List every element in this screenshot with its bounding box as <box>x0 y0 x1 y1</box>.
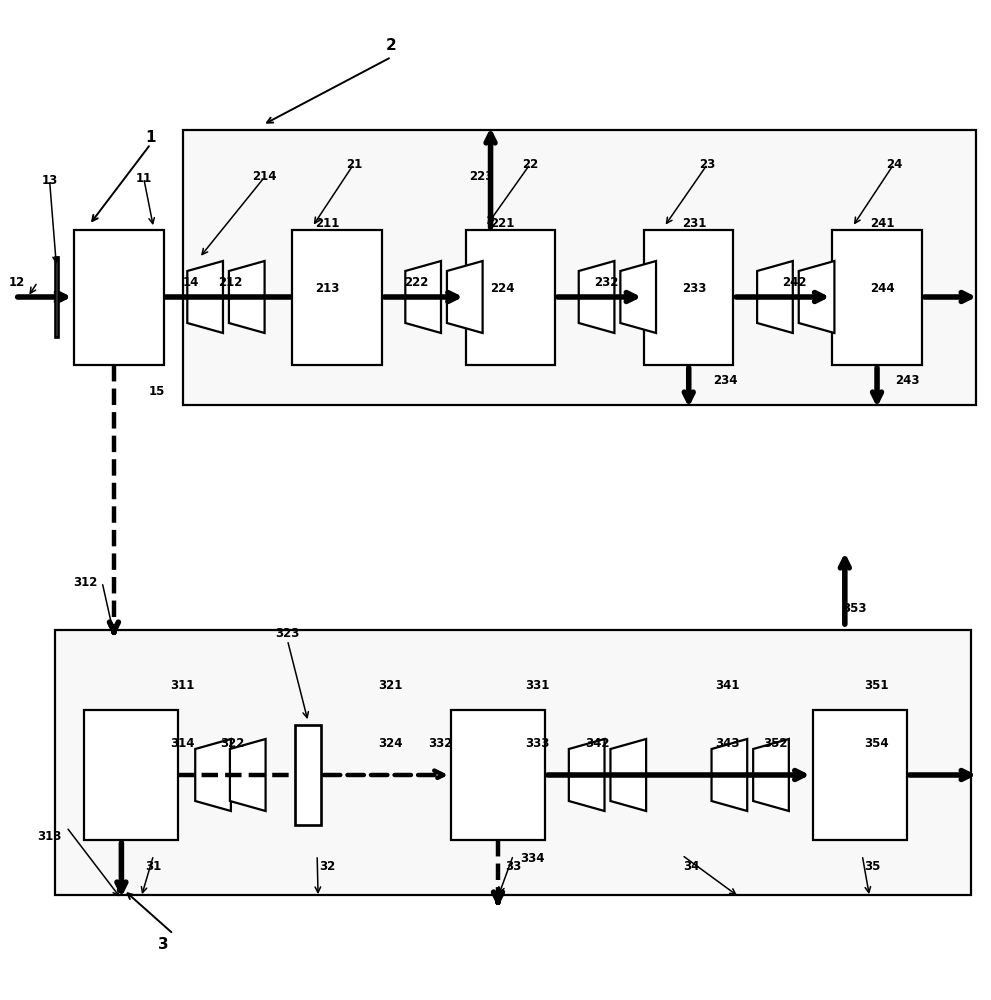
Text: 33: 33 <box>505 860 521 873</box>
Text: 221: 221 <box>491 217 515 230</box>
Polygon shape <box>405 261 441 333</box>
Polygon shape <box>187 261 223 333</box>
Bar <box>832 230 922 365</box>
Text: 234: 234 <box>714 373 738 386</box>
Text: 322: 322 <box>220 737 245 750</box>
Bar <box>55 257 58 337</box>
Bar <box>84 710 178 840</box>
Text: 14: 14 <box>182 275 199 288</box>
Bar <box>466 230 555 365</box>
Bar <box>644 230 733 365</box>
Text: 24: 24 <box>886 157 902 170</box>
Text: 212: 212 <box>218 275 242 288</box>
Text: 13: 13 <box>42 174 57 186</box>
Text: 22: 22 <box>522 157 538 170</box>
Text: 23: 23 <box>700 157 716 170</box>
Text: 313: 313 <box>37 830 61 843</box>
Text: 324: 324 <box>379 737 403 750</box>
Polygon shape <box>447 261 483 333</box>
Bar <box>295 725 321 825</box>
Text: 333: 333 <box>525 737 550 750</box>
Text: 243: 243 <box>895 373 920 386</box>
Text: 31: 31 <box>146 860 162 873</box>
Text: 211: 211 <box>315 217 340 230</box>
Polygon shape <box>620 261 656 333</box>
Text: 32: 32 <box>319 860 335 873</box>
Text: 341: 341 <box>716 679 740 692</box>
Text: 241: 241 <box>870 217 895 230</box>
Polygon shape <box>712 739 747 811</box>
Bar <box>55 630 971 895</box>
Text: 342: 342 <box>585 737 609 750</box>
Bar <box>813 710 907 840</box>
Text: 3: 3 <box>159 937 168 952</box>
Text: 232: 232 <box>595 275 618 288</box>
Bar <box>292 230 382 365</box>
Text: 323: 323 <box>275 627 299 640</box>
Text: 222: 222 <box>404 275 428 288</box>
Text: 233: 233 <box>682 282 707 295</box>
Text: 343: 343 <box>716 737 740 750</box>
Text: 231: 231 <box>682 217 707 230</box>
Polygon shape <box>757 261 793 333</box>
Text: 331: 331 <box>525 679 550 692</box>
Text: 244: 244 <box>870 282 895 295</box>
Bar <box>451 710 545 840</box>
Text: 311: 311 <box>170 679 195 692</box>
Text: 332: 332 <box>428 737 453 750</box>
Text: 21: 21 <box>346 157 362 170</box>
Polygon shape <box>195 739 231 811</box>
Text: 312: 312 <box>72 576 97 588</box>
Text: 2: 2 <box>386 38 396 53</box>
Text: 15: 15 <box>149 385 165 398</box>
Text: 34: 34 <box>684 860 700 873</box>
Text: 214: 214 <box>253 170 276 184</box>
Polygon shape <box>230 739 266 811</box>
Text: 321: 321 <box>379 679 403 692</box>
Text: 334: 334 <box>520 852 545 864</box>
Text: 242: 242 <box>783 275 807 288</box>
Text: 354: 354 <box>864 737 889 750</box>
Text: 213: 213 <box>315 282 340 295</box>
Text: 352: 352 <box>763 737 788 750</box>
Polygon shape <box>753 739 789 811</box>
Polygon shape <box>799 261 834 333</box>
Text: 351: 351 <box>864 679 889 692</box>
Polygon shape <box>610 739 646 811</box>
Polygon shape <box>229 261 265 333</box>
Text: 1: 1 <box>146 130 156 145</box>
Text: 12: 12 <box>9 275 25 288</box>
Text: 11: 11 <box>136 172 152 184</box>
Bar <box>74 230 164 365</box>
Text: 224: 224 <box>491 282 515 295</box>
Bar <box>183 130 976 405</box>
Polygon shape <box>579 261 614 333</box>
Text: 35: 35 <box>864 860 880 873</box>
Text: 314: 314 <box>170 737 195 750</box>
Polygon shape <box>569 739 605 811</box>
Text: 353: 353 <box>842 602 867 615</box>
Text: 223: 223 <box>469 169 494 182</box>
